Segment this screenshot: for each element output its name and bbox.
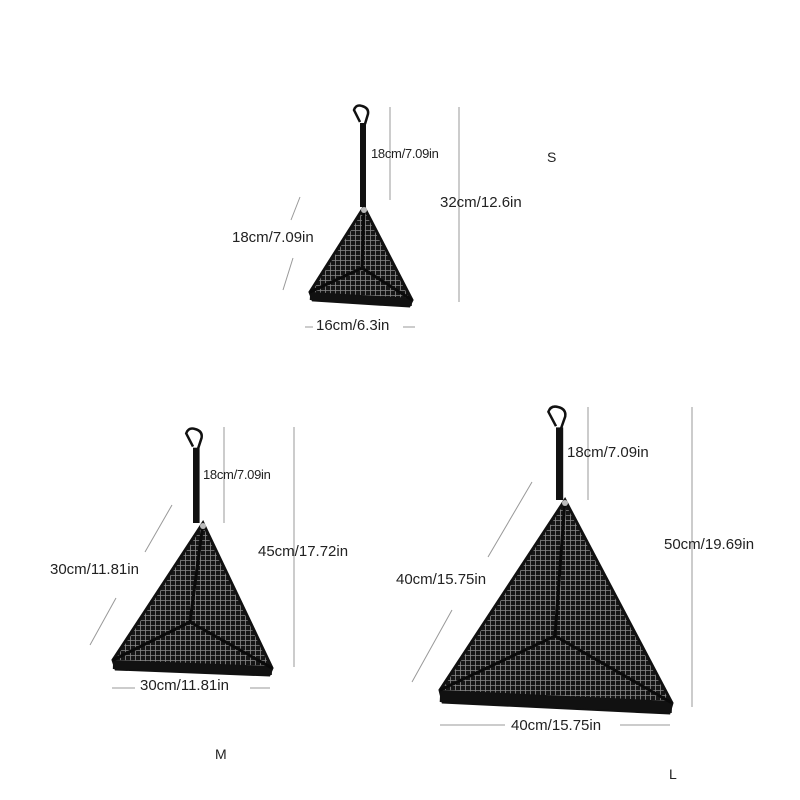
size-label-s: S	[547, 149, 557, 165]
s-base-width: 16cm/6.3in	[316, 317, 390, 334]
l-total-height: 50cm/19.69in	[664, 536, 755, 553]
s-strap-length: 18cm/7.09in	[371, 146, 439, 161]
size-label-m: M	[215, 746, 227, 762]
bag-m	[111, 427, 274, 677]
zipper-pull-icon	[562, 500, 568, 506]
s-total-height: 32cm/12.6in	[440, 194, 522, 211]
bag-l	[438, 405, 674, 715]
bottom-band	[112, 660, 273, 675]
dimension-lines-l	[411, 407, 693, 726]
m-strap-length: 18cm/7.09in	[203, 467, 271, 482]
l-strap-length: 18cm/7.09in	[567, 444, 649, 461]
m-side-length: 30cm/11.81in	[50, 561, 139, 578]
strap	[556, 427, 564, 500]
strap	[360, 123, 366, 207]
strap	[193, 447, 200, 523]
bag-s	[308, 104, 414, 308]
dimension-lines-s	[282, 107, 460, 328]
seam-lines	[112, 522, 273, 670]
seam-lines	[439, 499, 673, 705]
l-base-width: 40cm/15.75in	[511, 717, 602, 734]
s-side-length: 18cm/7.09in	[232, 229, 314, 246]
m-base-width: 30cm/11.81in	[140, 677, 229, 694]
dimension-lines-m	[89, 427, 295, 689]
l-side-length: 40cm/15.75in	[396, 571, 487, 588]
bottom-band	[439, 690, 673, 713]
carabiner-icon	[547, 405, 567, 430]
carabiner-icon	[184, 427, 203, 450]
zipper-pull-icon	[361, 207, 367, 213]
size-label-l: L	[669, 766, 677, 782]
zipper-pull-icon	[200, 523, 206, 529]
m-total-height: 45cm/17.72in	[258, 543, 349, 560]
bottom-band	[309, 292, 413, 306]
seam-lines	[309, 206, 413, 302]
carabiner-icon	[352, 104, 370, 125]
